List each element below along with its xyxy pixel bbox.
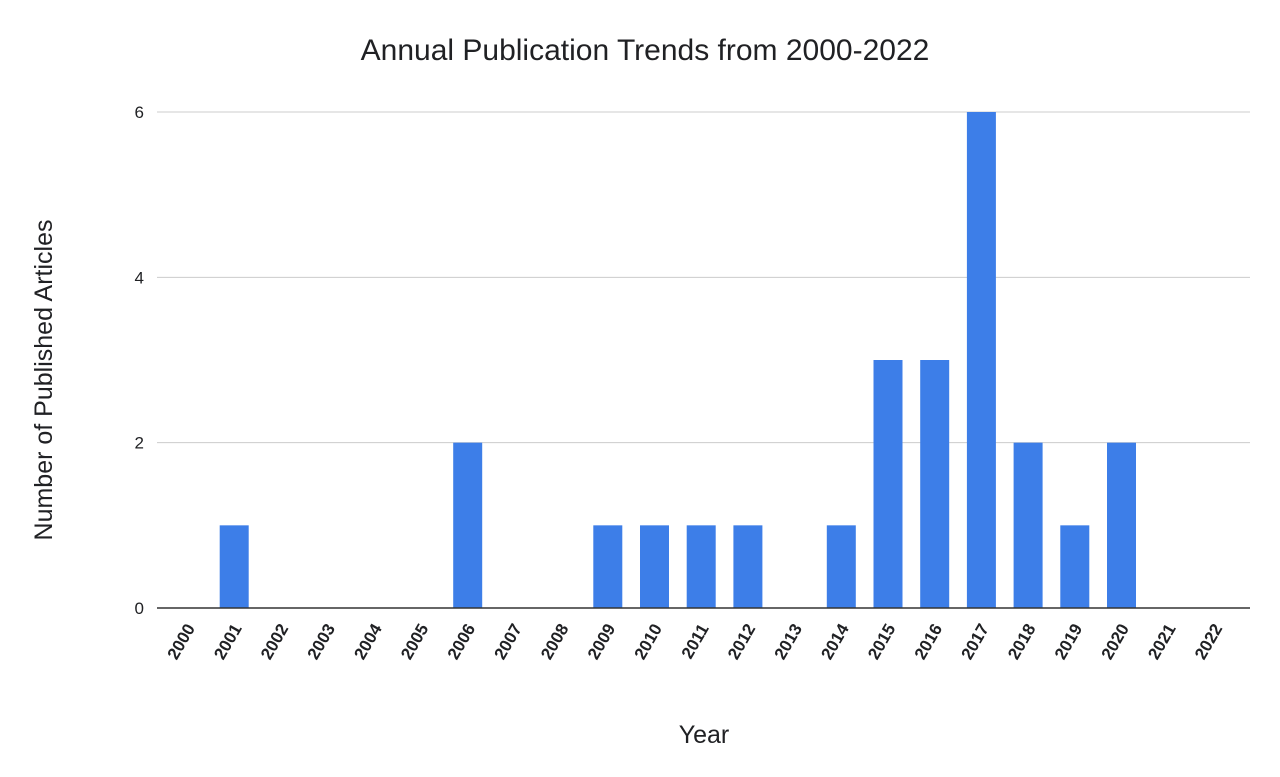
bar-2017 (966, 112, 996, 608)
x-tick-label: 2005 (397, 621, 432, 663)
bar-2014 (826, 525, 856, 608)
y-tick-label: 2 (135, 434, 144, 453)
x-tick-label: 2006 (444, 621, 479, 663)
x-tick-label: 2000 (164, 621, 199, 663)
x-tick-label: 2001 (210, 621, 245, 663)
bar-2009 (593, 525, 623, 608)
bar-2016 (920, 360, 950, 608)
x-axis-ticks: 2000 2001 2002 2003 2004 2005 2006 2007 2008 2009… (164, 620, 1227, 663)
x-tick-label: 2017 (957, 621, 992, 663)
x-tick-label: 2018 (1004, 621, 1039, 663)
x-tick-label: 2010 (631, 621, 666, 663)
bars (219, 112, 1136, 608)
bar-2001 (219, 525, 249, 608)
y-tick-label: 4 (135, 268, 144, 287)
y-tick-label: 6 (135, 103, 144, 122)
y-tick-label: 0 (135, 599, 144, 618)
x-tick-label: 2003 (304, 621, 339, 663)
x-tick-label: 2014 (817, 620, 853, 663)
bar-2019 (1060, 525, 1090, 608)
x-tick-label: 2011 (678, 621, 713, 662)
x-tick-label: 2008 (537, 621, 572, 663)
x-tick-label: 2002 (257, 621, 292, 663)
bar-2018 (1013, 442, 1043, 608)
x-axis-title: Year (679, 721, 730, 749)
x-tick-label: 2016 (911, 621, 946, 663)
x-tick-label: 2022 (1191, 621, 1226, 663)
gridlines (157, 111, 1250, 444)
x-tick-label: 2020 (1098, 621, 1133, 663)
bar-2015 (873, 360, 903, 608)
bar-2011 (686, 525, 716, 608)
x-tick-label: 2007 (490, 621, 525, 663)
x-tick-label: 2015 (864, 621, 899, 663)
bar-2006 (453, 442, 483, 608)
x-tick-label: 2013 (771, 621, 806, 663)
x-tick-label: 2012 (724, 621, 759, 663)
y-axis-ticks: 0 2 4 6 (135, 103, 144, 618)
x-tick-label: 2021 (1144, 621, 1179, 663)
x-tick-label: 2009 (584, 621, 619, 663)
x-tick-label: 2019 (1051, 621, 1086, 663)
chart-title: Annual Publication Trends from 2000-2022 (361, 34, 930, 67)
x-tick-label: 2004 (350, 620, 386, 663)
bar-2010 (640, 525, 669, 608)
bar-2012 (733, 525, 763, 608)
y-axis-title: Number of Published Articles (30, 220, 58, 541)
bar-2020 (1107, 442, 1136, 608)
